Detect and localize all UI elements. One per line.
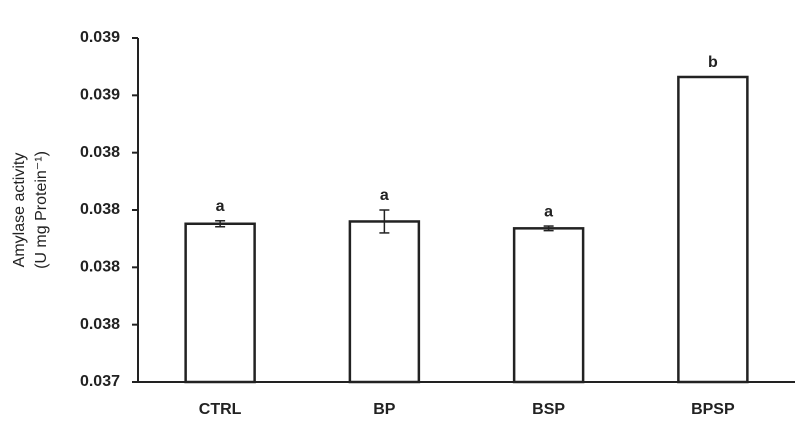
y-tick-label: 0.038 (80, 201, 120, 218)
bar (348, 220, 421, 384)
significance-label: b (708, 54, 718, 71)
y-tick-label: 0.037 (80, 373, 120, 390)
y-tick-label: 0.038 (80, 316, 120, 333)
x-tick-label: BSP (532, 401, 565, 418)
y-tick-label: 0.039 (80, 29, 120, 46)
y-tick-label: 0.038 (80, 259, 120, 276)
bar (677, 75, 749, 384)
significance-label: a (380, 187, 389, 204)
significance-label: a (544, 203, 553, 220)
bar (512, 227, 585, 384)
y-tick-label: 0.038 (80, 144, 120, 161)
significance-label: a (216, 198, 225, 215)
x-tick-label: CTRL (199, 401, 242, 418)
bar (184, 222, 256, 384)
x-tick-label: BP (373, 401, 396, 418)
x-tick-label: BPSP (691, 401, 735, 418)
y-tick-label: 0.039 (80, 87, 120, 104)
y-axis-label: (U mg Protein⁻¹) (33, 151, 50, 269)
y-axis-label: Amylase activity (11, 153, 28, 268)
